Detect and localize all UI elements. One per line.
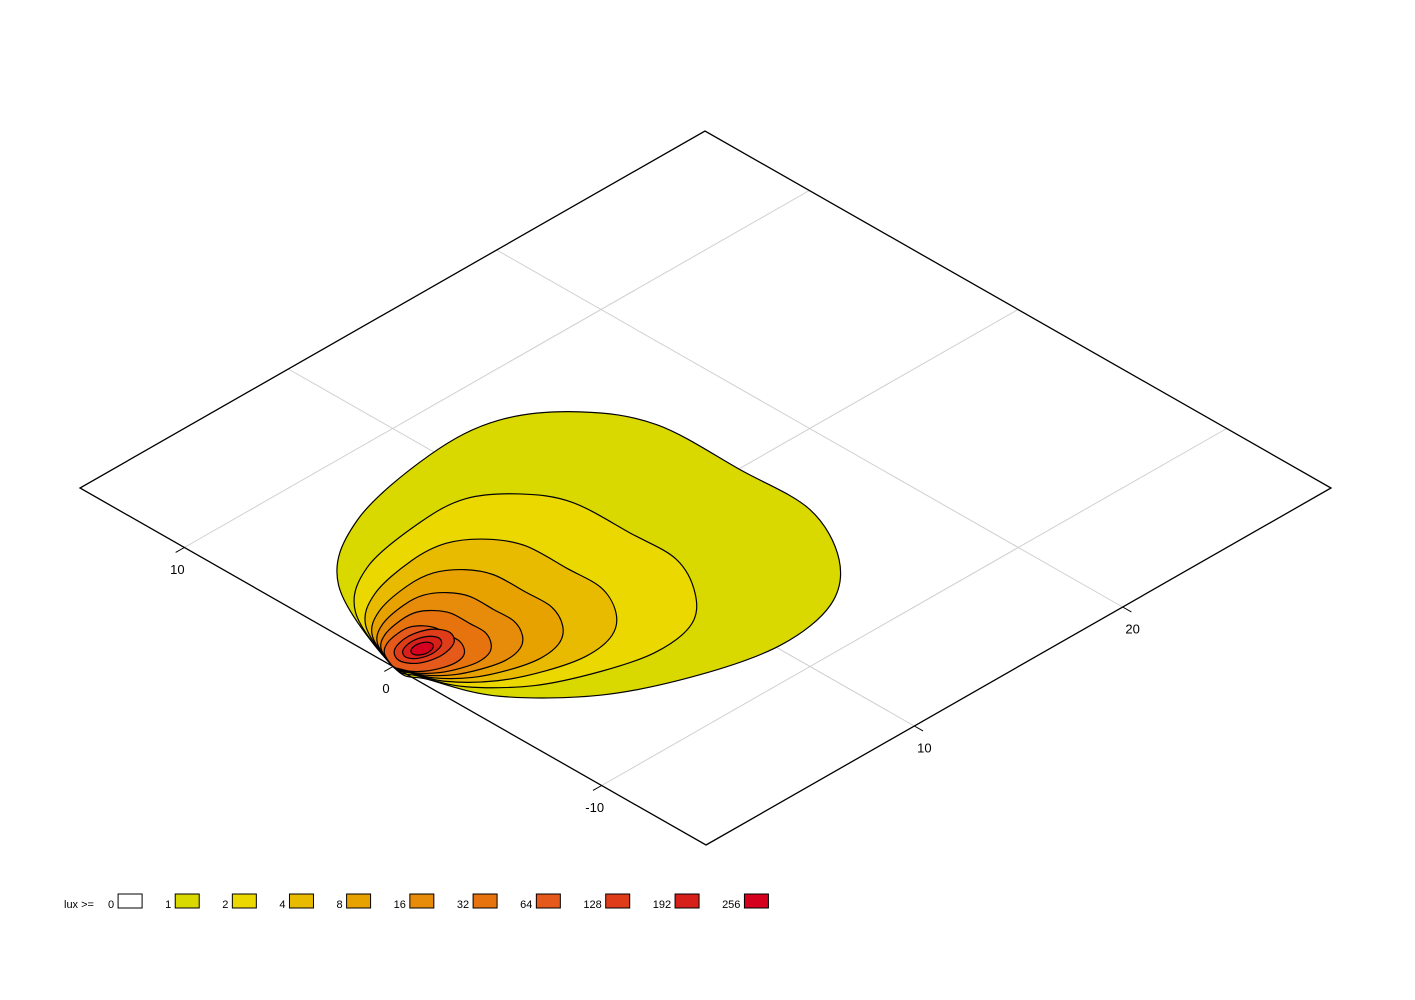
legend-label: 2	[222, 899, 228, 911]
legend-swatch	[472, 893, 498, 909]
legend-title: lux >=	[64, 899, 94, 911]
y-tick-label: 0	[382, 681, 389, 696]
y-tick	[592, 785, 602, 791]
legend-swatch	[288, 893, 314, 909]
x-tick	[1122, 606, 1132, 613]
legend-label: 64	[520, 899, 532, 911]
legend: lux >= 0 1 2 4 8 16 32 64 128 192 256	[64, 893, 769, 911]
legend-swatch	[535, 893, 561, 909]
x-tick	[914, 725, 924, 732]
contour	[410, 641, 434, 656]
legend-label: 128	[583, 899, 601, 911]
legend-swatch	[231, 893, 257, 909]
legend-swatch	[605, 893, 631, 909]
y-tick-label: -10	[585, 800, 604, 815]
legend-swatch	[346, 893, 372, 909]
legend-swatch	[174, 893, 200, 909]
legend-swatch	[117, 893, 143, 909]
legend-swatch	[409, 893, 435, 909]
legend-swatch	[674, 893, 700, 909]
legend-label: 32	[457, 899, 469, 911]
legend-label: 0	[108, 899, 114, 911]
legend-label: 8	[336, 899, 342, 911]
y-tick	[175, 547, 185, 553]
contours	[336, 411, 842, 699]
legend-label: 4	[279, 899, 285, 911]
legend-label: 1	[165, 899, 171, 911]
x-tick-label: 10	[917, 740, 931, 755]
y-tick-label: 10	[170, 562, 184, 577]
y-tick	[384, 666, 394, 672]
legend-label: 16	[394, 899, 406, 911]
legend-swatch	[743, 893, 769, 909]
frame	[78, 130, 1333, 846]
plot-frame	[78, 130, 1333, 846]
legend-label: 256	[722, 899, 740, 911]
x-tick-label: 20	[1125, 621, 1139, 636]
grid-line	[184, 190, 810, 548]
legend-label: 192	[653, 899, 671, 911]
grid-line	[601, 428, 1227, 786]
